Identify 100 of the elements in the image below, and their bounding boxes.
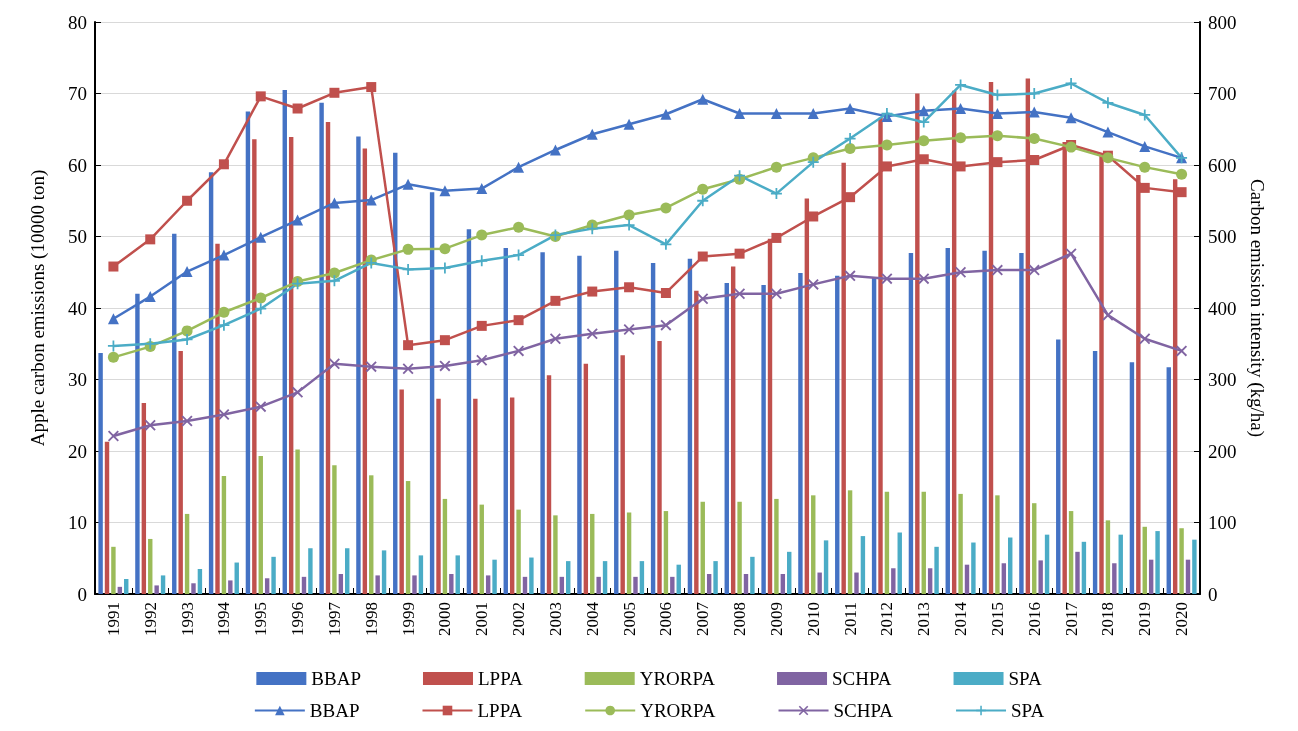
x-tick-label: 2002 bbox=[509, 602, 529, 636]
bar bbox=[160, 575, 166, 594]
legend-label: LPPA bbox=[477, 700, 523, 721]
point bbox=[328, 267, 340, 279]
y-tick-label: 50 bbox=[68, 226, 87, 247]
bar bbox=[1056, 339, 1061, 594]
point bbox=[513, 315, 524, 326]
bar bbox=[854, 572, 859, 594]
bar bbox=[1044, 534, 1050, 594]
point bbox=[660, 319, 672, 331]
y2-tick-label: 700 bbox=[1208, 83, 1237, 104]
x-tick-label: 1996 bbox=[288, 602, 308, 636]
bar bbox=[724, 282, 729, 594]
point bbox=[181, 266, 193, 278]
point bbox=[439, 185, 451, 197]
bar bbox=[835, 275, 840, 594]
point bbox=[991, 130, 1003, 142]
bar bbox=[516, 509, 521, 594]
x-tick-label: 2008 bbox=[730, 602, 750, 636]
x-tick-label: 2010 bbox=[803, 602, 823, 636]
bar bbox=[639, 561, 645, 594]
x-tick-label: 2015 bbox=[987, 602, 1007, 636]
point bbox=[476, 183, 488, 195]
point bbox=[181, 325, 193, 337]
point bbox=[955, 266, 967, 278]
point bbox=[1176, 168, 1188, 180]
point bbox=[513, 161, 525, 173]
bar bbox=[553, 515, 558, 594]
point bbox=[366, 82, 377, 93]
x-tick-label: 2016 bbox=[1024, 602, 1044, 636]
bar bbox=[375, 575, 380, 594]
bar bbox=[540, 252, 545, 594]
bar bbox=[908, 252, 914, 594]
point bbox=[476, 255, 488, 267]
bar bbox=[700, 501, 705, 594]
bar bbox=[780, 573, 786, 594]
point bbox=[1139, 333, 1151, 345]
point bbox=[808, 211, 819, 222]
bar bbox=[811, 495, 816, 594]
y2-tick-label: 500 bbox=[1208, 226, 1237, 247]
legend-label: YRORPA bbox=[640, 700, 716, 721]
bar bbox=[761, 285, 766, 594]
legend-label: SCHPA bbox=[833, 700, 894, 721]
x-tick-label: 1993 bbox=[177, 602, 197, 636]
bar bbox=[221, 476, 227, 594]
point bbox=[365, 361, 377, 373]
point bbox=[587, 286, 598, 297]
bar bbox=[694, 290, 699, 594]
bar bbox=[945, 247, 950, 594]
y-tick-label: 80 bbox=[68, 11, 87, 33]
bar bbox=[847, 490, 853, 594]
x-tick-label: 1999 bbox=[398, 602, 418, 636]
bar bbox=[1105, 520, 1111, 594]
point bbox=[660, 287, 671, 298]
bar bbox=[197, 568, 203, 594]
bar bbox=[577, 255, 582, 594]
point bbox=[218, 159, 229, 170]
point bbox=[623, 209, 635, 221]
bar bbox=[455, 555, 460, 594]
point bbox=[1102, 309, 1114, 321]
point bbox=[991, 264, 1003, 276]
bar bbox=[1129, 362, 1135, 594]
point bbox=[328, 358, 340, 370]
bar bbox=[891, 568, 896, 594]
bar bbox=[399, 389, 404, 594]
bar bbox=[817, 572, 822, 594]
bar bbox=[1075, 551, 1080, 594]
point bbox=[623, 219, 635, 231]
bar bbox=[620, 355, 625, 594]
bar bbox=[1068, 511, 1074, 594]
bar bbox=[111, 546, 116, 594]
point bbox=[807, 156, 819, 168]
bar bbox=[546, 375, 552, 594]
bar bbox=[774, 498, 779, 594]
bar bbox=[1118, 534, 1123, 594]
bar bbox=[271, 556, 276, 594]
bar bbox=[1038, 560, 1043, 594]
point bbox=[1176, 345, 1188, 357]
x-tick-label: 1995 bbox=[251, 602, 271, 636]
point bbox=[660, 202, 672, 214]
bar bbox=[706, 573, 712, 594]
y-tick-label: 0 bbox=[77, 583, 87, 605]
bar bbox=[104, 441, 110, 594]
point bbox=[807, 278, 819, 290]
point bbox=[770, 161, 782, 173]
point bbox=[218, 319, 230, 331]
legend-label: SPA bbox=[1008, 668, 1042, 689]
point bbox=[697, 93, 709, 105]
point bbox=[845, 192, 856, 203]
bar bbox=[332, 465, 337, 594]
bar bbox=[1142, 526, 1147, 594]
x-tick-label: 2020 bbox=[1172, 602, 1192, 636]
point bbox=[218, 249, 230, 261]
point bbox=[918, 273, 930, 285]
bar bbox=[509, 397, 515, 594]
point bbox=[1176, 187, 1187, 198]
bar bbox=[1008, 537, 1013, 594]
bar bbox=[215, 243, 220, 594]
bar bbox=[633, 576, 638, 594]
point bbox=[292, 214, 304, 226]
